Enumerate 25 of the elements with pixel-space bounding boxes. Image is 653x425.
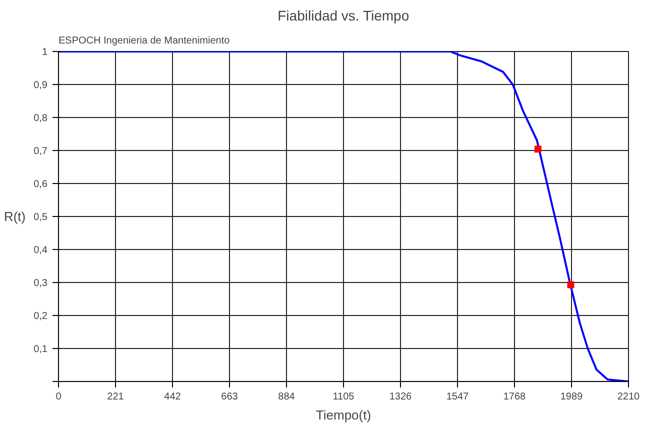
x-tick-label: 663 [221,392,238,402]
text: ESPOCH Ingenieria de Mantenimiento [58,36,230,46]
x-tick-label: 1989 [560,392,584,402]
y-tick-label: 0,2 [34,311,48,322]
y-tick-label: 0,4 [34,245,48,256]
x-tick-label: 0 [56,392,62,402]
y-tick-label: 0,5 [34,212,48,223]
y-tick-label: 0,6 [34,179,48,190]
x-tick-label: 1547 [446,392,470,402]
x-axis-title: Tiempo(t) [316,408,372,422]
y-tick-label: 1 [42,47,48,58]
y-tick-label: 0,8 [34,113,48,124]
chart-title: Fiabilidad vs. Tiempo [278,8,410,24]
x-tick-label: 221 [107,392,124,402]
y-tick-label: 0,9 [34,80,48,91]
y-axis-title: R(t) [4,209,26,224]
x-tick-label: 1326 [389,392,412,402]
y-tick-label: 0,3 [34,278,48,289]
y-tick-label: 0,7 [34,146,48,157]
y-tick-label: 0,1 [34,344,48,355]
x-tick-label: 2210 [617,392,640,402]
x-tick-label: 1105 [332,392,355,402]
x-tick-label: 442 [164,392,182,402]
x-tick-label: 1768 [503,392,526,402]
x-tick-label: 884 [278,392,296,402]
